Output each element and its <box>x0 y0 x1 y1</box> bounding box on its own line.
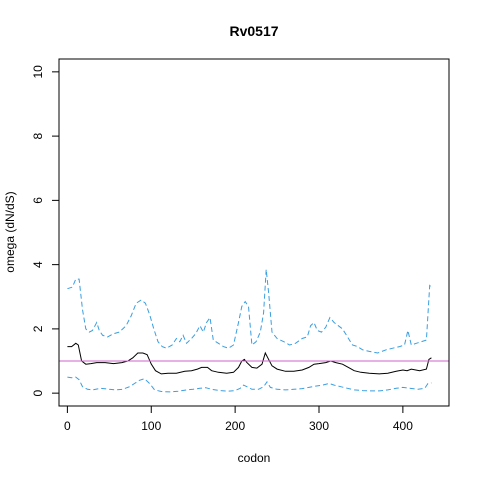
y-axis-label: omega (dN/dS) <box>3 191 17 272</box>
chart-title: Rv0517 <box>229 23 278 39</box>
series-upper-dashed <box>67 269 432 354</box>
y-tick-label: 10 <box>31 65 45 79</box>
x-tick-label: 300 <box>309 419 329 433</box>
plot-area <box>59 269 449 393</box>
x-tick-label: 100 <box>141 419 161 433</box>
y-tick-label: 0 <box>31 389 45 396</box>
x-tick-label: 400 <box>393 419 413 433</box>
series-mean-solid <box>67 342 432 375</box>
y-tick-label: 2 <box>31 325 45 332</box>
y-tick-label: 8 <box>31 132 45 139</box>
y-tick-label: 6 <box>31 197 45 204</box>
y-tick-label: 4 <box>31 261 45 268</box>
plot-frame <box>58 58 450 407</box>
x-tick-label: 200 <box>225 419 245 433</box>
x-axis-label: codon <box>238 451 271 465</box>
series-lower-dashed <box>67 376 432 393</box>
x-tick-label: 0 <box>64 419 71 433</box>
